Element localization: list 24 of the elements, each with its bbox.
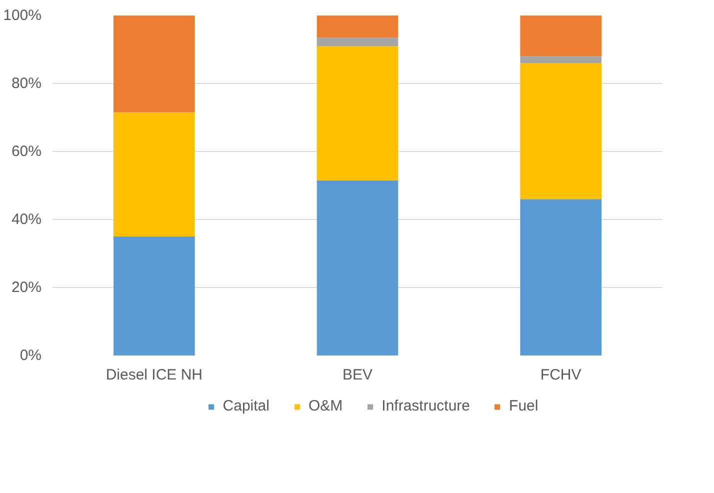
bar [316,16,398,38]
x-tick-label: FCHV [540,366,582,384]
y-tick-label: 0% [20,347,42,364]
legend-label: O&M [308,398,343,414]
bar [520,199,602,356]
y-tick-label: 100% [3,7,42,24]
x-tick-label: BEV [342,366,373,384]
bar [520,16,602,56]
bar [114,16,195,112]
bar [114,112,195,236]
y-tick-label: 60% [11,143,42,160]
bar [316,38,398,46]
y-tick-label: 80% [11,75,42,92]
x-tick-label: Diesel ICE NH [106,366,203,384]
bar [114,236,195,356]
y-tick-label: 20% [11,279,42,296]
bar [520,63,602,200]
bar [316,180,398,356]
y-tick-label: 40% [11,211,42,228]
bar [316,46,398,180]
legend-label: Infrastructure [382,398,470,414]
legend-label: Fuel [509,398,538,414]
legend-label: Capital [222,398,270,414]
bar [520,56,602,64]
